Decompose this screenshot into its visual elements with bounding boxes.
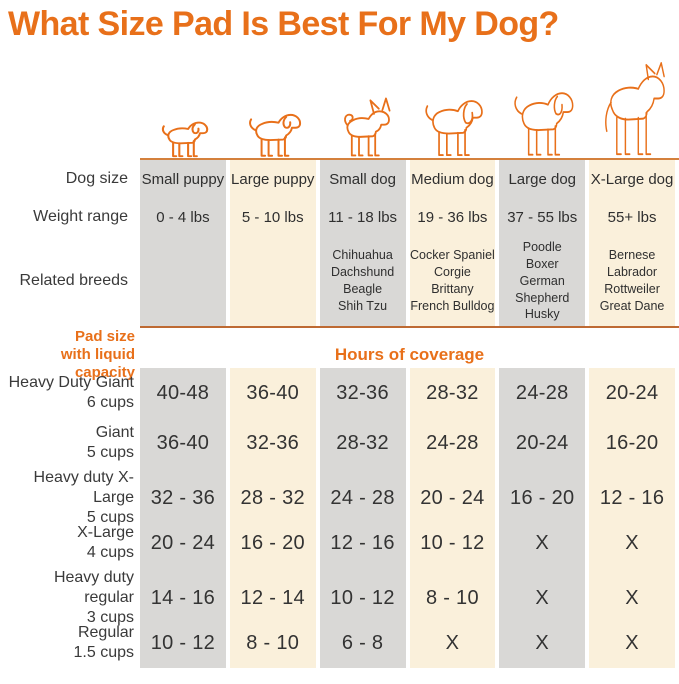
- column-header-small-dog: Small dog: [319, 160, 410, 199]
- pad-value-cell: X: [409, 618, 500, 669]
- pad-row-x-large: X-Large 4 cups 20 - 24 16 - 20 12 - 16 1…: [0, 518, 679, 569]
- weight-cell: 55+ lbs: [589, 198, 679, 237]
- weight-cell: 0 - 4 lbs: [140, 198, 230, 237]
- breeds-cell: Chihuahua Dachshund Beagle Shih Tzu: [319, 236, 410, 327]
- column-header-small-puppy: Small puppy: [140, 160, 230, 199]
- pad-name: Giant: [95, 424, 134, 442]
- breeds-cell: Cocker Spaniel Corgie Brittany French Bu…: [409, 236, 500, 327]
- pad-row-label: Heavy duty regular 3 cups: [0, 568, 140, 628]
- pad-value-cell: 12 - 16: [319, 518, 410, 569]
- pad-name: Heavy Duty Giant: [8, 374, 134, 392]
- pad-value-cell: 28-32: [409, 368, 500, 419]
- dog-illustrations-row: [0, 47, 679, 161]
- dog-size-row: Dog size Small puppy Large puppy Small d…: [0, 160, 679, 199]
- pad-value-cell: 10 - 12: [409, 518, 500, 569]
- pad-value-cell: 10 - 12: [140, 618, 230, 669]
- small-puppy-icon: [161, 121, 209, 158]
- dogs-row-spacer: [0, 47, 140, 160]
- pad-capacity: 5 cups: [86, 444, 134, 462]
- pad-value-cell: 20 - 24: [140, 518, 230, 569]
- column-header-medium-dog: Medium dog: [409, 160, 500, 199]
- size-comparison-table: Dog size Small puppy Large puppy Small d…: [0, 47, 679, 669]
- breeds-cell: Bernese Labrador Rottweiler Great Dane: [589, 236, 679, 327]
- dog-cell-medium-dog: [409, 47, 500, 161]
- large-puppy-icon: [248, 114, 301, 157]
- dog-cell-large-puppy: [229, 47, 320, 161]
- pad-row-label: Giant 5 cups: [0, 418, 140, 468]
- pad-value-cell: X: [499, 518, 590, 569]
- breeds-cell: Poodle Boxer German Shepherd Husky: [499, 236, 590, 327]
- pad-name: X-Large: [77, 524, 134, 542]
- pad-row-label: X-Large 4 cups: [0, 518, 140, 568]
- pad-row-heavy-duty-giant: Heavy Duty Giant 6 cups 40-48 36-40 32-3…: [0, 368, 679, 419]
- pad-name: Regular: [77, 624, 134, 642]
- dog-cell-x-large-dog: [589, 47, 679, 161]
- weight-range-row: Weight range 0 - 4 lbs 5 - 10 lbs 11 - 1…: [0, 198, 679, 237]
- row-label-weight-range: Weight range: [33, 208, 128, 226]
- row-label-dog-size: Dog size: [65, 170, 128, 188]
- pad-value-cell: X: [589, 518, 679, 569]
- hours-header-row: Pad size with liquid capacity Hours of c…: [0, 328, 679, 381]
- pad-value-cell: X: [589, 618, 679, 669]
- weight-cell: 37 - 55 lbs: [499, 198, 590, 237]
- pad-capacity: 4 cups: [86, 544, 134, 562]
- column-header-x-large-dog: X-Large dog: [589, 160, 679, 199]
- pad-row-heavy-duty-x-large: Heavy duty X-Large 5 cups 32 - 36 28 - 3…: [0, 468, 679, 529]
- hours-of-coverage-header: Hours of coverage: [334, 345, 485, 365]
- x-large-dog-icon: [605, 62, 665, 156]
- column-header-large-dog: Large dog: [499, 160, 590, 199]
- pad-value-cell: 40-48: [140, 368, 230, 419]
- pad-value-cell: 24-28: [499, 368, 590, 419]
- pad-value-cell: 36-40: [229, 368, 320, 419]
- pad-capacity: 6 cups: [86, 394, 134, 412]
- pad-row-label: Heavy duty X-Large 5 cups: [0, 468, 140, 528]
- pad-size-with-liquid-capacity-label: Pad size with liquid capacity: [60, 328, 135, 382]
- pad-value-cell: 6 - 8: [319, 618, 410, 669]
- pad-capacity: 1.5 cups: [73, 644, 134, 662]
- breeds-cell: [229, 236, 320, 327]
- row-label-related-breeds: Related breeds: [19, 272, 128, 290]
- pad-value-cell: 8 - 10: [229, 618, 320, 669]
- pad-row-label: Regular 1.5 cups: [0, 618, 140, 668]
- small-dog-icon: [343, 97, 391, 157]
- page-title: What Size Pad Is Best For My Dog?: [8, 5, 559, 43]
- pad-value-cell: 20-24: [499, 418, 590, 469]
- section-divider-row: [0, 326, 679, 329]
- dog-cell-large-dog: [499, 47, 590, 161]
- pad-row-regular: Regular 1.5 cups 10 - 12 8 - 10 6 - 8 X …: [0, 618, 679, 669]
- pad-row-giant: Giant 5 cups 36-40 32-36 28-32 24-28 20-…: [0, 418, 679, 469]
- pad-value-cell: 24-28: [409, 418, 500, 469]
- pad-value-cell: 16 - 20: [229, 518, 320, 569]
- section-divider-line: [140, 326, 679, 329]
- pad-name: Heavy duty regular: [53, 569, 134, 607]
- pad-value-cell: X: [499, 618, 590, 669]
- pad-capacity: 5 cups: [86, 509, 134, 527]
- pad-capacity: 3 cups: [86, 609, 134, 627]
- pad-size-infographic: { "title": "What Size Pad Is Best For My…: [0, 5, 679, 684]
- pad-value-cell: 32-36: [319, 368, 410, 419]
- pad-value-cell: 32-36: [229, 418, 320, 469]
- pad-value-cell: 36-40: [140, 418, 230, 469]
- weight-cell: 11 - 18 lbs: [319, 198, 410, 237]
- large-dog-icon: [514, 92, 574, 156]
- pad-row-label: Heavy Duty Giant 6 cups: [0, 368, 140, 418]
- medium-dog-icon: [425, 100, 484, 157]
- pad-value-cell: 16-20: [589, 418, 679, 469]
- pad-value-cell: 28-32: [319, 418, 410, 469]
- dog-cell-small-puppy: [140, 47, 230, 161]
- breeds-cell: [140, 236, 230, 327]
- pad-name: Heavy duty X-Large: [33, 469, 134, 507]
- column-header-large-puppy: Large puppy: [229, 160, 320, 199]
- pad-value-cell: 20-24: [589, 368, 679, 419]
- weight-cell: 19 - 36 lbs: [409, 198, 500, 237]
- weight-cell: 5 - 10 lbs: [229, 198, 320, 237]
- pad-row-heavy-duty-regular: Heavy duty regular 3 cups 14 - 16 12 - 1…: [0, 568, 679, 629]
- dog-cell-small-dog: [319, 47, 410, 161]
- related-breeds-row: Related breeds Chihuahua Dachshund Beagl…: [0, 236, 679, 327]
